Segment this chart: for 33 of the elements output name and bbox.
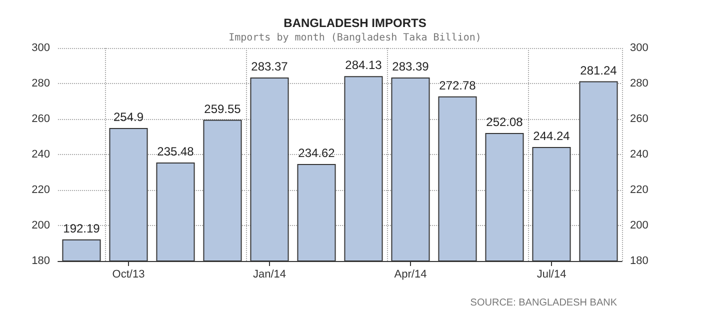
data-label: 235.48	[157, 144, 194, 159]
data-label: 234.62	[298, 146, 336, 160]
data-label: 283.37	[251, 60, 288, 74]
data-label: 272.78	[439, 78, 476, 92]
y-tick-label: 300	[32, 42, 50, 54]
data-label: 281.24	[580, 63, 618, 78]
y2-tick-label: 200	[630, 220, 648, 232]
x-tick-label: Oct/13	[112, 268, 145, 280]
chart-title: BANGLADESH IMPORTS	[284, 16, 426, 30]
y-tick-label: 180	[32, 255, 50, 267]
y-tick-label: 260	[32, 113, 50, 125]
x-tick-label: Jul/14	[536, 268, 566, 280]
y-tick-label: 220	[32, 184, 50, 196]
chart-subtitle: Imports by month (Bangladesh Taka Billion)	[228, 32, 482, 44]
x-tick-label: Apr/14	[394, 268, 427, 280]
data-label: 192.19	[63, 221, 100, 236]
y2-tick-label: 260	[630, 113, 648, 125]
data-label: 244.24	[533, 128, 570, 143]
x-tick-label: Jan/14	[252, 268, 286, 280]
y2-tick-label: 300	[630, 42, 648, 54]
source-note: SOURCE: BANGLADESH BANK	[470, 298, 618, 308]
data-label: 252.08	[486, 115, 524, 130]
data-label: 254.9	[113, 110, 144, 124]
y2-tick-label: 220	[630, 184, 648, 196]
data-label: 283.39	[392, 59, 430, 74]
data-label: 259.55	[204, 102, 242, 116]
y-tick-label: 240	[32, 148, 50, 160]
y2-tick-label: 280	[630, 78, 648, 90]
y-tick-label: 280	[32, 78, 50, 90]
y-tick-label: 200	[32, 220, 50, 232]
y2-tick-label: 180	[630, 255, 648, 267]
y2-tick-label: 240	[630, 148, 648, 160]
data-label: 284.13	[345, 58, 382, 72]
